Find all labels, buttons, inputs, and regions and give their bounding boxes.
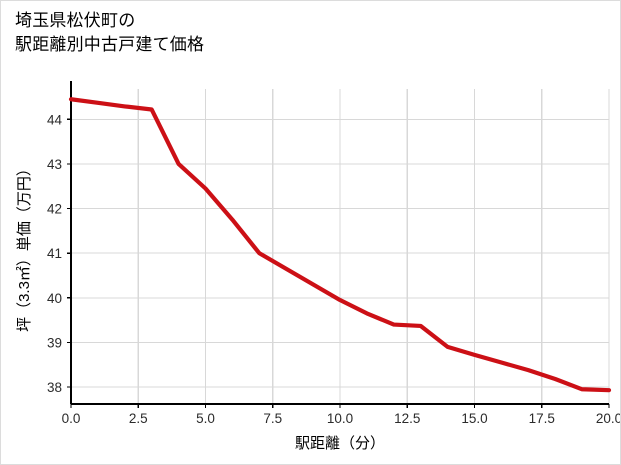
gridlines-group [70,89,610,404]
y-tick-label: 43 [47,157,62,172]
x-tick-labels-group: 0.0 2.5 5.0 7.5 10.0 12.5 15.0 17.5 20.0 [62,411,621,426]
x-tick-label: 2.5 [129,411,148,426]
y-tick-label: 41 [47,246,62,261]
x-axis-title-text: 駅距離（分） [295,434,385,452]
y-tick-label: 44 [47,112,63,127]
series-line-坪単価 [68,97,612,393]
y-axis-title-text: 坪（3.3㎡）単価（万円） [16,161,33,332]
tickmarks-group [67,118,610,408]
y-tick-label: 40 [47,291,62,306]
x-tick-label: 7.5 [263,411,282,426]
x-tick-label: 15.0 [461,411,487,426]
x-tick-label: 12.5 [394,411,420,426]
x-tick-label: 5.0 [196,411,215,426]
x-axis-title: 駅距離（分） [295,434,385,452]
y-tick-label: 42 [47,202,62,217]
x-tick-label: 17.5 [529,411,555,426]
y-tick-label: 38 [47,380,62,395]
chart-title: 埼玉県松伏町の 駅距離別中古戸建て価格 [15,11,205,55]
y-tick-label: 39 [47,335,62,350]
y-axis-title: 坪（3.3㎡）単価（万円） [16,161,33,332]
x-tick-label: 20.0 [596,411,621,426]
x-tick-label: 10.0 [327,411,353,426]
y-tick-labels-group: 38 39 40 41 42 43 44 [47,112,63,395]
x-tick-label: 0.0 [62,411,81,426]
data-series-group [68,97,612,393]
